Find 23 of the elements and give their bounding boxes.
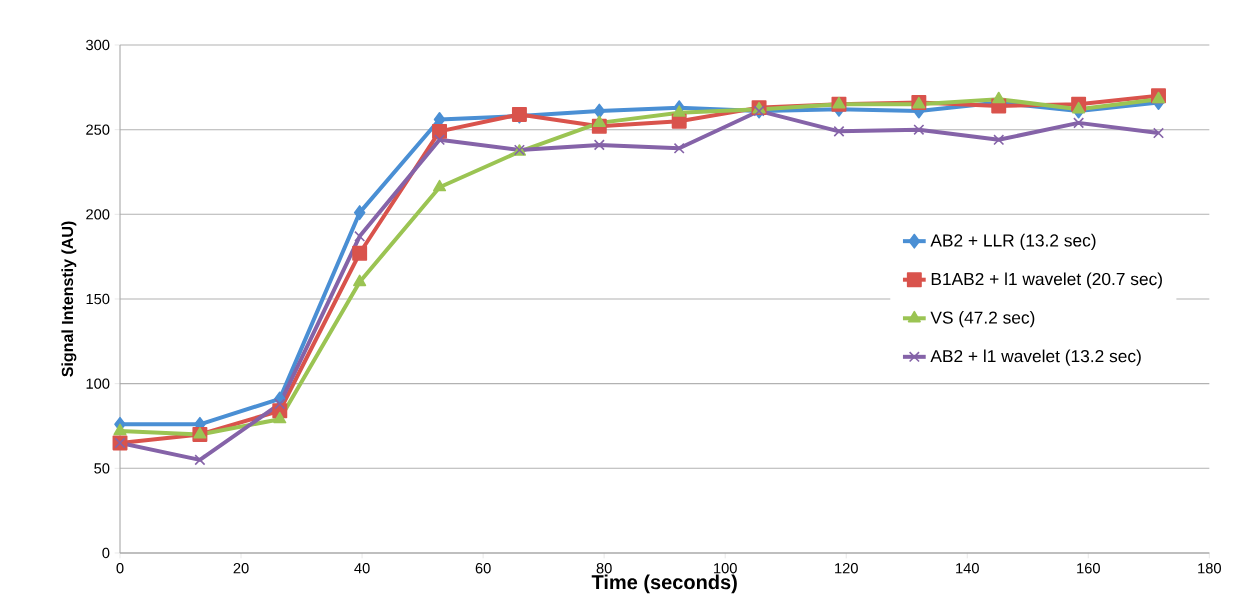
x-tick-label: 0 bbox=[116, 563, 124, 574]
legend-label: B1AB2 + l1 wavelet (20.7 sec) bbox=[931, 272, 1162, 289]
y-tick-label: 200 bbox=[86, 209, 110, 220]
y-axis-title: Signal Intenstiy (AU) bbox=[61, 221, 77, 377]
y-tick-label: 150 bbox=[86, 293, 110, 305]
x-tick-label: 160 bbox=[1077, 563, 1100, 574]
x-tick-label: 20 bbox=[233, 563, 249, 574]
y-tick-label: 50 bbox=[94, 463, 110, 474]
y-tick-label: 250 bbox=[86, 124, 110, 135]
y-tick-label: 100 bbox=[86, 378, 110, 389]
x-tick-label: 180 bbox=[1198, 563, 1221, 574]
x-tick-label: 60 bbox=[475, 563, 491, 574]
legend-label: AB2 + LLR (13.2 sec) bbox=[930, 233, 1096, 251]
x-tick-label: 40 bbox=[354, 563, 370, 574]
legend-label: AB2 + l1 wavelet (13.2 sec) bbox=[930, 349, 1141, 366]
x-tick-label: 80 bbox=[596, 563, 612, 574]
x-tick-label: 100 bbox=[714, 563, 737, 574]
x-tick-label: 120 bbox=[835, 563, 858, 574]
legend-label: VS (47.2 sec) bbox=[930, 310, 1035, 328]
y-tick-label: 300 bbox=[86, 39, 110, 51]
y-tick-label: 0 bbox=[102, 547, 110, 559]
x-tick-label: 140 bbox=[956, 563, 979, 574]
x-axis-title: Time (seconds) bbox=[591, 574, 737, 594]
